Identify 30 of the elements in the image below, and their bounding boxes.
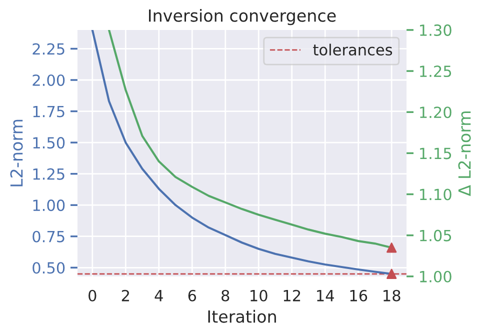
y-tick-label: 2.25 [32,43,64,55]
chart-title: Inversion convergence [149,8,336,26]
y2-tick-label: 1.15 [420,148,452,160]
y-tick-label: 0.50 [32,262,65,274]
y2-tick-label: 1.25 [420,66,452,78]
x-tick-label: 14 [317,290,334,302]
x-axis-title: Iteration [208,310,276,323]
x-tick-label: 12 [284,290,300,302]
x-tick-label: 4 [154,290,163,302]
y2-tick-label: 1.10 [420,188,452,200]
y2-tick-label: 1.20 [420,106,452,118]
x-tick-label: 18 [384,290,400,302]
x-tick-label: 0 [88,290,96,302]
x-tick-label: 2 [122,290,129,302]
y-tick-label: 1.25 [33,168,64,180]
y-tick-label: 1.50 [33,137,65,149]
y-tick-label: 2.00 [32,74,65,86]
y2-axis-title: Δ L2-norm [458,112,471,196]
legend-label: tolerances [313,44,392,56]
y-axis-title: L2-norm [10,120,23,186]
y-tick-label: 1.75 [33,106,64,118]
x-tick-label: 8 [222,290,230,302]
y-tick-label: 0.75 [32,230,64,242]
y2-tick-label: 1.05 [420,230,452,242]
x-tick-label: 6 [188,290,196,302]
y2-tick-label: 1.30 [420,24,452,36]
x-tick-label: 16 [350,290,368,302]
x-tick-label: 10 [250,290,268,302]
y2-tick-label: 1.00 [420,270,452,282]
y-tick-label: 1.00 [33,200,65,212]
